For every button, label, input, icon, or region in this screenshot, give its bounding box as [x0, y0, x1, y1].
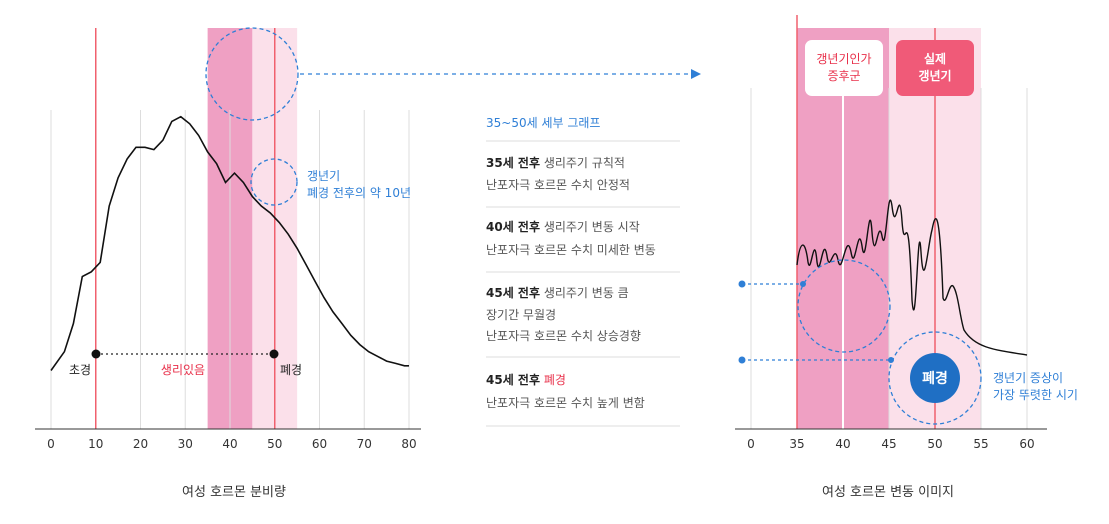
- left-grid: [50, 110, 410, 429]
- item-desc: 생리주기 규칙적: [540, 156, 625, 170]
- menopause-badge-label: 폐경: [922, 370, 948, 387]
- menopause-label: 폐경: [280, 363, 302, 377]
- left-chart: 0 10 20 30 40 50 60 70 80 초경 폐경 생리있음 갱년기 폐경 전후의 …: [35, 27, 421, 500]
- svg-text:40세 전후 생리주기 변동 시작: 40세 전후 생리주기 변동 시작: [486, 219, 640, 234]
- tick-label: 35: [789, 437, 804, 451]
- syndrome-box-line-2: 증후군: [827, 69, 860, 83]
- item-age: 35세 전후: [486, 155, 540, 170]
- zoom-circle: [205, 27, 299, 121]
- menopause-badge: [910, 353, 960, 403]
- left-markers: [95, 28, 276, 429]
- variation-circle: [797, 259, 891, 353]
- svg-text:45세 전후 폐경: 45세 전후 폐경: [486, 372, 566, 387]
- right-annotation-line-2: 가장 뚜렷한 시기: [993, 388, 1078, 402]
- list-item: 35세 전후 생리주기 규칙적 난포자극 호르몬 수치 안정적: [486, 155, 630, 192]
- list-item: 45세 전후 생리주기 변동 큼 장기간 무월경 난포자극 호르몬 수치 상승경…: [486, 285, 641, 343]
- tick-label: 0: [47, 437, 55, 451]
- pointer-dot-1: [738, 280, 746, 288]
- item-line: 장기간 무월경: [486, 308, 556, 322]
- period-label: 생리있음: [161, 363, 205, 377]
- tick-label: 55: [973, 437, 988, 451]
- syndrome-box: [805, 40, 883, 96]
- tick-label: 20: [133, 437, 148, 451]
- right-chart: 0 35 40 45 50 55 60 갱년기인가 증후군 실제 갱년기 폐경 갱년기 증상…: [735, 15, 1078, 500]
- menopause-dot: [269, 349, 279, 359]
- right-annotation-line-1: 갱년기 증상이: [993, 371, 1063, 385]
- item-highlight: 폐경: [544, 373, 566, 387]
- item-line: 난포자극 호르몬 수치 상승경향: [486, 329, 641, 343]
- tick-label: 45: [881, 437, 896, 451]
- actual-menopause-box: [896, 40, 974, 96]
- menarche-dot: [91, 349, 101, 359]
- svg-text:35세 전후 생리주기 규칙적: 35세 전후 생리주기 규칙적: [486, 155, 625, 170]
- item-desc: 생리주기 변동 시작: [540, 220, 640, 234]
- item-age: 45세 전후: [486, 372, 540, 387]
- tick-label: 80: [401, 437, 416, 451]
- item-age: 40세 전후: [486, 219, 540, 234]
- actual-box-line-1: 실제: [924, 51, 946, 66]
- detail-heading: 35~50세 세부 그래프: [486, 116, 600, 130]
- tick-label: 0: [747, 437, 755, 451]
- tick-label: 70: [357, 437, 372, 451]
- list-item: 40세 전후 생리주기 변동 시작 난포자극 호르몬 수치 미세한 변동: [486, 219, 656, 257]
- pointer-end-2: [888, 357, 894, 363]
- menopause-period-circle: [250, 158, 298, 206]
- list-item: 45세 전후 폐경 난포자극 호르몬 수치 높게 변함: [486, 372, 645, 410]
- syndrome-box-line-1: 갱년기인가: [816, 52, 871, 66]
- actual-box-line-2: 갱년기: [918, 68, 951, 83]
- item-age: 45세 전후: [486, 285, 540, 300]
- item-line: 난포자극 호르몬 수치 미세한 변동: [486, 243, 656, 257]
- item-line: 난포자극 호르몬 수치 높게 변함: [486, 396, 645, 410]
- left-caption: 여성 호르몬 분비량: [182, 485, 286, 500]
- menarche-label: 초경: [69, 363, 91, 377]
- svg-text:45세 전후 생리주기 변동 큼: 45세 전후 생리주기 변동 큼: [486, 285, 629, 300]
- right-tick-labels: 0 35 40 45 50 55 60: [747, 437, 1034, 451]
- tick-label: 60: [312, 437, 327, 451]
- tick-label: 60: [1019, 437, 1034, 451]
- tick-label: 50: [267, 437, 282, 451]
- menopause-outer-circle: [888, 331, 982, 425]
- left-annotation-line-2: 폐경 전후의 약 10년: [307, 185, 411, 200]
- hormone-curve: [50, 115, 409, 371]
- tick-label: 10: [88, 437, 103, 451]
- pointer-dot-2: [738, 356, 746, 364]
- left-annotation-line-1: 갱년기: [307, 169, 340, 183]
- tick-label: 30: [178, 437, 193, 451]
- tick-label: 50: [927, 437, 942, 451]
- fluctuation-curve: [796, 199, 1028, 356]
- item-line: 난포자극 호르몬 수치 안정적: [486, 178, 630, 192]
- left-tick-labels: 0 10 20 30 40 50 60 70 80: [47, 437, 416, 451]
- pointer-end-1: [800, 281, 806, 287]
- detail-list: 35~50세 세부 그래프 35세 전후 생리주기 규칙적 난포자극 호르몬 수…: [486, 116, 680, 427]
- right-grid: [750, 88, 1028, 429]
- right-caption: 여성 호르몬 변동 이미지: [822, 485, 954, 500]
- tick-label: 40: [835, 437, 850, 451]
- item-desc: 생리주기 변동 큼: [540, 286, 629, 300]
- tick-label: 40: [222, 437, 237, 451]
